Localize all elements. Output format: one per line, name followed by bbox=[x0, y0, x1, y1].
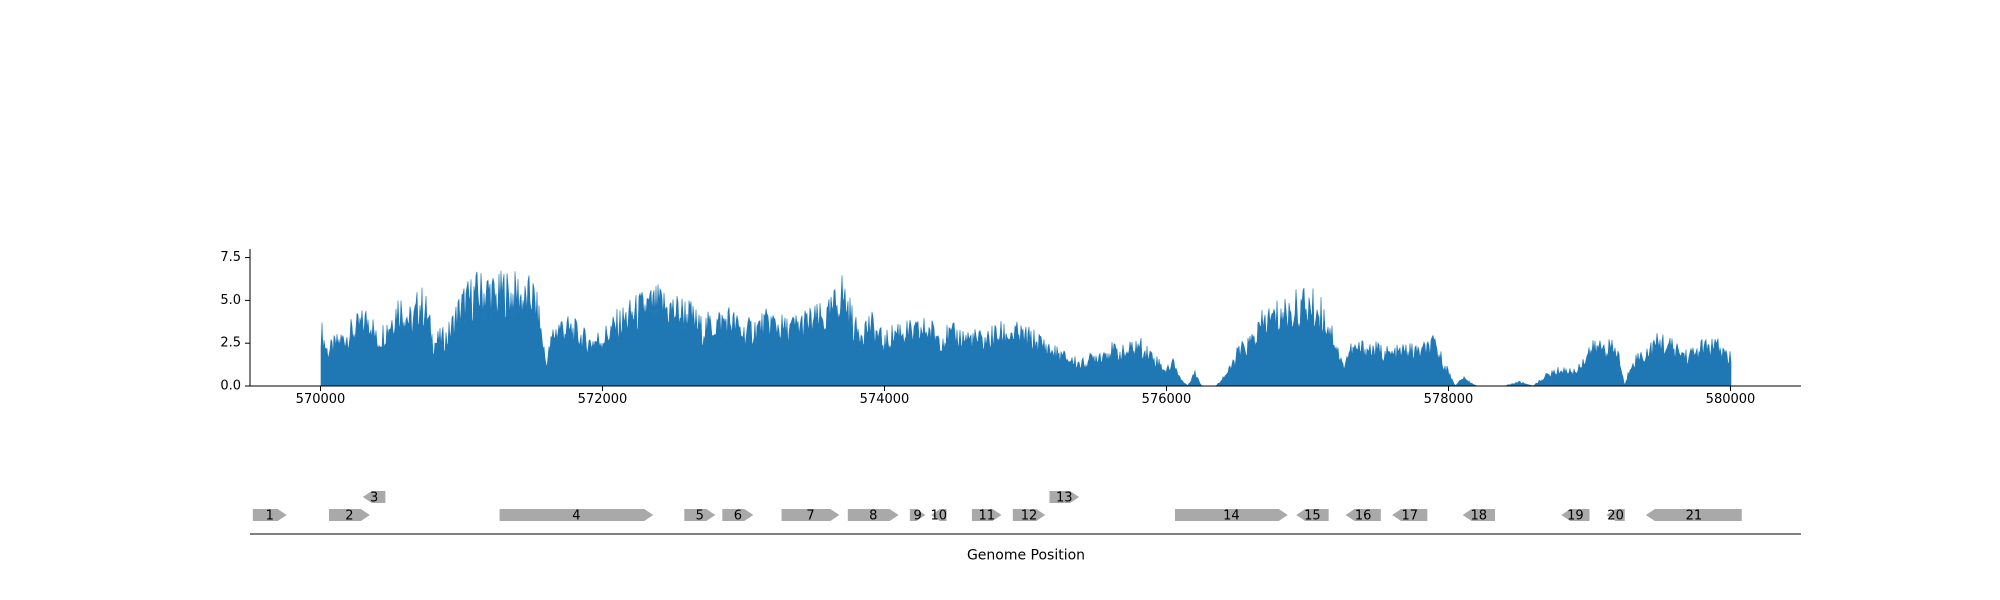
x-tick-label: 580000 bbox=[1706, 392, 1756, 407]
gene-label: 7 bbox=[806, 509, 814, 524]
x-tick-label: 576000 bbox=[1142, 392, 1192, 407]
gene-label: 12 bbox=[1021, 509, 1038, 524]
gene-arrow bbox=[1561, 509, 1590, 521]
gene-arrow bbox=[499, 509, 654, 521]
gene-arrow bbox=[909, 509, 926, 521]
gene-label: 8 bbox=[869, 509, 877, 524]
gene-label: 5 bbox=[696, 509, 704, 524]
gene-label: 2 bbox=[345, 509, 353, 524]
gene-arrow bbox=[252, 509, 287, 521]
gene-arrow bbox=[781, 509, 840, 521]
x-tick-label: 570000 bbox=[296, 392, 346, 407]
y-tick-label: 0.0 bbox=[220, 379, 241, 394]
gene-label: 18 bbox=[1471, 509, 1488, 524]
gene-arrow bbox=[847, 509, 899, 521]
gene-label: 9 bbox=[913, 509, 921, 524]
gene-arrow bbox=[328, 509, 370, 521]
gene-label: 21 bbox=[1686, 509, 1703, 524]
coverage-plot: 570000 572000 574000 576000 578000 580000 0.0… bbox=[220, 249, 1801, 407]
gene-arrow bbox=[1345, 509, 1381, 521]
gene-label: 17 bbox=[1401, 509, 1418, 524]
gene-arrow bbox=[722, 509, 754, 521]
gene-label: 4 bbox=[572, 509, 580, 524]
coverage-series-area bbox=[320, 270, 1732, 387]
gene-arrow bbox=[362, 491, 386, 503]
y-axis-ticks: 0.0 2.5 5.0 7.5 bbox=[220, 250, 250, 394]
x-tick-label: 578000 bbox=[1424, 392, 1474, 407]
y-tick-label: 7.5 bbox=[220, 250, 241, 265]
gene-arrow bbox=[1462, 509, 1496, 521]
gene-arrow bbox=[1012, 509, 1046, 521]
gene-label: 16 bbox=[1355, 509, 1372, 524]
gene-arrow bbox=[1606, 509, 1625, 521]
gene-arrow bbox=[1049, 491, 1080, 503]
gene-label: 3 bbox=[370, 491, 378, 506]
gene-arrow bbox=[971, 509, 1002, 521]
x-tick-label: 572000 bbox=[578, 392, 628, 407]
gene-arrow bbox=[1645, 509, 1742, 521]
gene-label: 14 bbox=[1223, 509, 1240, 524]
y-tick-label: 5.0 bbox=[220, 293, 241, 308]
gene-label: 11 bbox=[978, 509, 995, 524]
coverage-area bbox=[320, 270, 1732, 387]
gene-arrow bbox=[1174, 509, 1288, 521]
gene-label: 20 bbox=[1607, 509, 1624, 524]
x-tick-label: 574000 bbox=[860, 392, 910, 407]
gene-label: 6 bbox=[734, 509, 742, 524]
gene-label: 13 bbox=[1056, 491, 1073, 506]
gene-arrow bbox=[1392, 509, 1428, 521]
gene-arrow bbox=[931, 509, 947, 521]
y-tick-label: 2.5 bbox=[220, 336, 241, 351]
gene-label: 1 bbox=[266, 509, 274, 524]
gene-label: 10 bbox=[931, 509, 948, 524]
gene-arrow bbox=[1296, 509, 1329, 521]
gene-label: 15 bbox=[1304, 509, 1321, 524]
gene-arrow bbox=[684, 509, 716, 521]
gene-track-xlabel: Genome Position bbox=[967, 548, 1085, 564]
x-axis-ticks: 570000 572000 574000 576000 578000 580000 bbox=[296, 386, 1756, 407]
gene-label: 19 bbox=[1567, 509, 1584, 524]
